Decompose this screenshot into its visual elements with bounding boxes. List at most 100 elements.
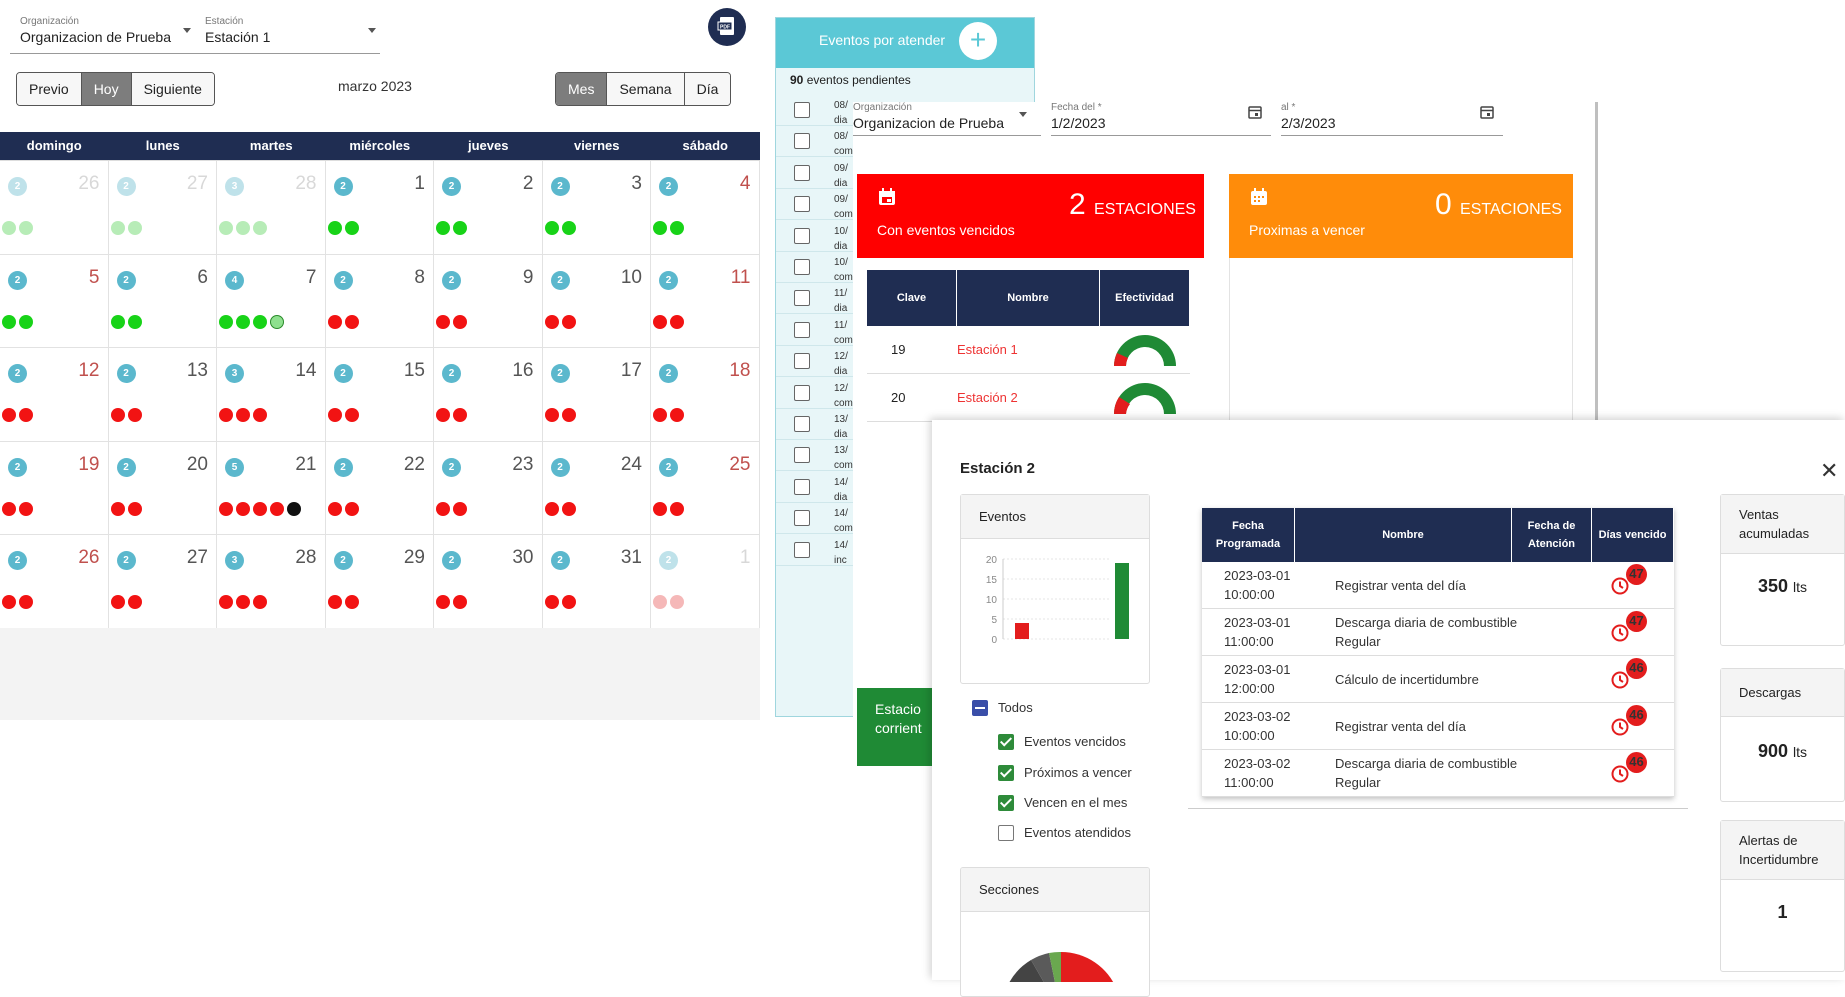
event-dot[interactable]: [670, 221, 684, 235]
attended-checkbox[interactable]: [998, 825, 1014, 841]
station-select[interactable]: Estación Estación 1: [205, 16, 376, 45]
event-dot[interactable]: [653, 501, 667, 516]
calendar-day-cell[interactable]: 2 22: [325, 441, 434, 535]
event-dot[interactable]: [19, 595, 33, 609]
event-dot[interactable]: [344, 595, 359, 609]
table-row[interactable]: 2023-03-01 12:00:00 Cálculo de incertidumb…: [1202, 656, 1674, 703]
calendar-day-cell[interactable]: 2 30: [434, 535, 543, 629]
table-row[interactable]: 2023-03-01 10:00:00 Registrar venta del dí…: [1202, 562, 1674, 609]
add-event-button[interactable]: +: [959, 22, 997, 60]
calendar-day-cell[interactable]: 2 11: [651, 254, 760, 348]
calendar-day-cell[interactable]: 2 15: [325, 348, 434, 442]
pdf-export-button[interactable]: PDF: [708, 8, 746, 46]
table-row[interactable]: 2023-03-02 11:00:00 Descarga diaria de com…: [1202, 750, 1674, 797]
calendar-day-cell[interactable]: 2 20: [108, 441, 217, 535]
event-dot[interactable]: [344, 501, 359, 516]
calendar-day-cell[interactable]: 2 27: [108, 161, 217, 255]
calendar-day-cell[interactable]: 3 28: [217, 535, 326, 629]
event-bar[interactable]: [1115, 563, 1129, 639]
event-checkbox[interactable]: [794, 196, 810, 213]
event-dot[interactable]: [544, 221, 559, 235]
event-dot[interactable]: [127, 221, 142, 235]
event-dot[interactable]: [561, 501, 576, 516]
calendar-day-cell[interactable]: 2 17: [542, 348, 651, 442]
event-dot[interactable]: [544, 314, 559, 329]
month-checkbox[interactable]: [998, 795, 1014, 811]
event-checkbox[interactable]: [794, 133, 810, 150]
event-dot[interactable]: [110, 595, 125, 609]
event-dot[interactable]: [127, 595, 142, 609]
event-dot[interactable]: [19, 221, 33, 235]
event-dot[interactable]: [653, 408, 667, 422]
event-dot[interactable]: [453, 408, 467, 422]
overdue-checkbox[interactable]: [998, 734, 1014, 750]
calendar-day-cell[interactable]: 3 28: [217, 161, 326, 255]
event-dot[interactable]: [270, 501, 284, 516]
event-dot[interactable]: [561, 408, 576, 422]
event-dot[interactable]: [253, 408, 267, 422]
close-button[interactable]: ✕: [1820, 460, 1838, 482]
header-nombre[interactable]: Nombre: [957, 270, 1100, 326]
event-dot[interactable]: [110, 408, 125, 422]
event-dot[interactable]: [436, 408, 450, 422]
calendar-day-cell[interactable]: 2 13: [108, 348, 217, 442]
event-dot[interactable]: [670, 408, 684, 422]
event-checkbox[interactable]: [794, 541, 810, 558]
event-checkbox[interactable]: [794, 447, 810, 464]
event-dot[interactable]: [653, 314, 667, 329]
calendar-day-cell[interactable]: 2 26: [0, 535, 109, 629]
event-dot[interactable]: [670, 501, 684, 516]
calendar-day-cell[interactable]: 2 16: [434, 348, 543, 442]
overdue-stations-card[interactable]: 2 ESTACIONES Con eventos vencidos: [857, 174, 1204, 258]
calendar-day-cell[interactable]: 2 18: [651, 348, 760, 442]
event-dot[interactable]: [236, 501, 250, 516]
event-dot[interactable]: [544, 595, 559, 609]
station-name-link[interactable]: Estación 1: [957, 342, 1018, 357]
header-efectividad[interactable]: Efectividad: [1100, 270, 1190, 326]
event-checkbox[interactable]: [794, 321, 810, 338]
calendar-icon[interactable]: [1247, 104, 1263, 120]
calendar-day-cell[interactable]: 2 29: [325, 535, 434, 629]
event-dot[interactable]: [453, 314, 467, 329]
event-dot[interactable]: [253, 501, 267, 516]
event-dot[interactable]: [110, 501, 125, 516]
event-dot[interactable]: [236, 408, 250, 422]
calendar-day-cell[interactable]: 2 24: [542, 441, 651, 535]
calendar-day-cell[interactable]: 2 12: [0, 348, 109, 442]
date-to-field[interactable]: al * 2/3/2023: [1281, 102, 1503, 136]
event-dot[interactable]: [436, 221, 450, 235]
header-name[interactable]: Nombre: [1295, 508, 1512, 562]
date-from-field[interactable]: Fecha del * 1/2/2023: [1051, 102, 1271, 136]
header-attention-date[interactable]: Fecha de Atención: [1512, 508, 1592, 562]
event-dot[interactable]: [19, 501, 33, 516]
event-dot[interactable]: [219, 595, 233, 609]
calendar-day-cell[interactable]: 2 19: [0, 441, 109, 535]
event-dot[interactable]: [236, 314, 250, 329]
event-dot[interactable]: [110, 221, 125, 235]
event-dot[interactable]: [453, 221, 467, 235]
organization-select[interactable]: Organización Organizacion de Prueba: [20, 16, 191, 45]
event-dot[interactable]: [436, 595, 450, 609]
table-row[interactable]: 2023-03-02 10:00:00 Registrar venta del dí…: [1202, 703, 1674, 750]
event-dot[interactable]: [436, 314, 450, 329]
event-dot[interactable]: [2, 221, 16, 235]
table-row[interactable]: 2023-03-01 11:00:00 Descarga diaria de com…: [1202, 609, 1674, 656]
event-dot[interactable]: [253, 221, 267, 235]
event-dot[interactable]: [2, 501, 16, 516]
event-dot[interactable]: [327, 595, 342, 609]
calendar-day-cell[interactable]: 2 25: [651, 441, 760, 535]
event-dot[interactable]: [19, 314, 33, 329]
event-bar[interactable]: [1015, 623, 1029, 639]
event-dot[interactable]: [19, 408, 33, 422]
event-dot[interactable]: [127, 408, 142, 422]
event-dot[interactable]: [561, 314, 576, 329]
table-row[interactable]: 19 Estación 1: [867, 326, 1190, 374]
view-week-button[interactable]: Semana: [607, 73, 685, 105]
event-dot[interactable]: [670, 595, 684, 609]
calendar-day-cell[interactable]: 3 14: [217, 348, 326, 442]
event-dot[interactable]: [344, 408, 359, 422]
view-day-button[interactable]: Día: [684, 73, 731, 105]
calendar-day-cell[interactable]: 2 23: [434, 441, 543, 535]
